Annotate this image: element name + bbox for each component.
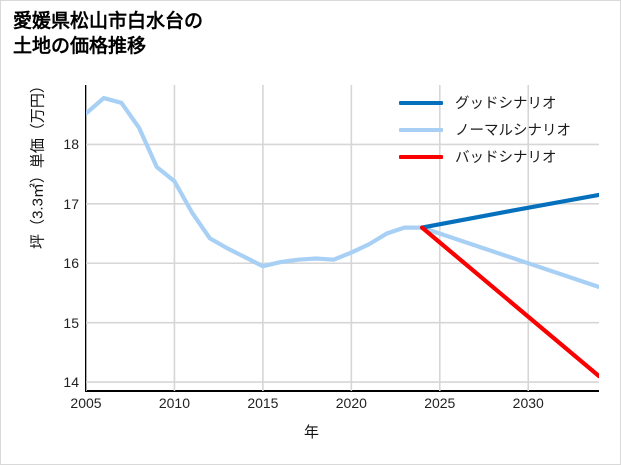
x-tick-label: 2015 [247, 395, 279, 411]
legend-label: グッドシナリオ [455, 96, 557, 112]
x-axis-label: 年 [303, 424, 319, 441]
series-lines [86, 95, 599, 379]
x-tick-label: 2020 [335, 395, 367, 411]
legend-color-swatch [399, 127, 443, 132]
legend-color-swatch [399, 154, 443, 159]
plot-area [86, 85, 599, 391]
legend-item[interactable]: バッドシナリオ [399, 143, 609, 170]
legend-item[interactable]: グッドシナリオ [399, 89, 609, 116]
series-line [420, 225, 599, 379]
x-tick-label: 2030 [512, 395, 544, 411]
x-tick-label: 2005 [70, 395, 102, 411]
y-tick-label: 16 [63, 255, 79, 272]
legend-label: ノーマルシナリオ [455, 123, 571, 139]
series-line [86, 95, 599, 290]
x-axis-line [85, 390, 599, 392]
chart-canvas [86, 85, 599, 391]
legend-label: バッドシナリオ [455, 150, 557, 166]
x-tick-label: 2010 [158, 395, 191, 411]
series-line [420, 192, 599, 230]
y-tick-label: 14 [63, 374, 79, 391]
chart-legend: グッドシナリオ ノーマルシナリオ バッドシナリオ [399, 89, 609, 170]
x-tick-label: 2025 [424, 395, 456, 411]
y-tick-label: 15 [63, 314, 79, 331]
page-title: 愛媛県松山市白水台の 土地の価格推移 [13, 11, 204, 58]
legend-color-swatch [399, 100, 443, 105]
legend-item[interactable]: ノーマルシナリオ [399, 116, 609, 143]
y-tick-label: 17 [63, 195, 79, 212]
gridlines [86, 85, 599, 391]
y-tick-label: 18 [63, 136, 79, 153]
y-axis-label: 坪（3.3㎡）単価（万円） [29, 78, 47, 249]
